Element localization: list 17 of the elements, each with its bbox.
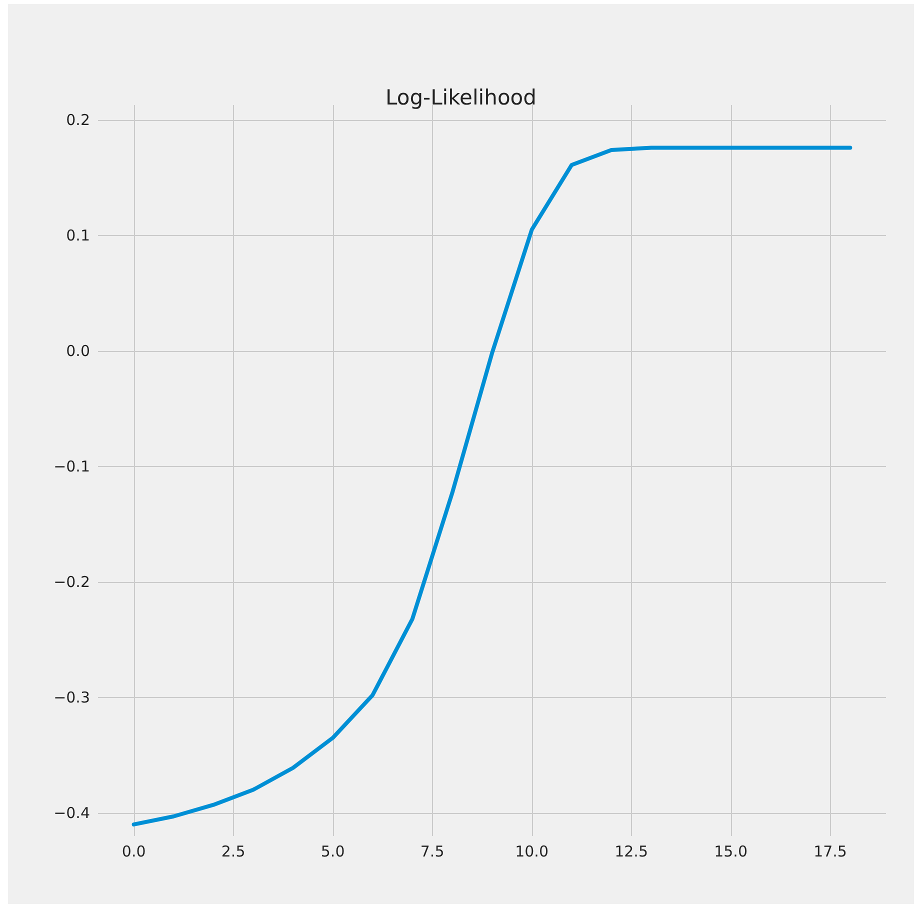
line-series [132, 146, 852, 826]
x-tick-label: 2.5 [221, 842, 246, 860]
x-tick-label: 15.0 [714, 842, 748, 860]
x-tick-label: 17.5 [814, 842, 847, 860]
y-tick-label: −0.4 [54, 804, 90, 822]
x-tick-label: 12.5 [614, 842, 648, 860]
y-tick-label: 0.0 [66, 342, 90, 360]
x-tick-label: 7.5 [420, 842, 444, 860]
x-tick-label: 0.0 [122, 842, 146, 860]
x-tick-label: 5.0 [320, 842, 345, 860]
y-tick-label: 0.1 [66, 226, 90, 244]
y-tick-label: −0.1 [54, 457, 90, 476]
x-tick-label: 10.0 [515, 842, 548, 860]
chart-title: Log-Likelihood [386, 86, 536, 110]
y-tick-label: −0.3 [54, 688, 90, 706]
y-tick-label: 0.2 [66, 111, 90, 130]
y-tick-label: −0.2 [54, 572, 90, 591]
